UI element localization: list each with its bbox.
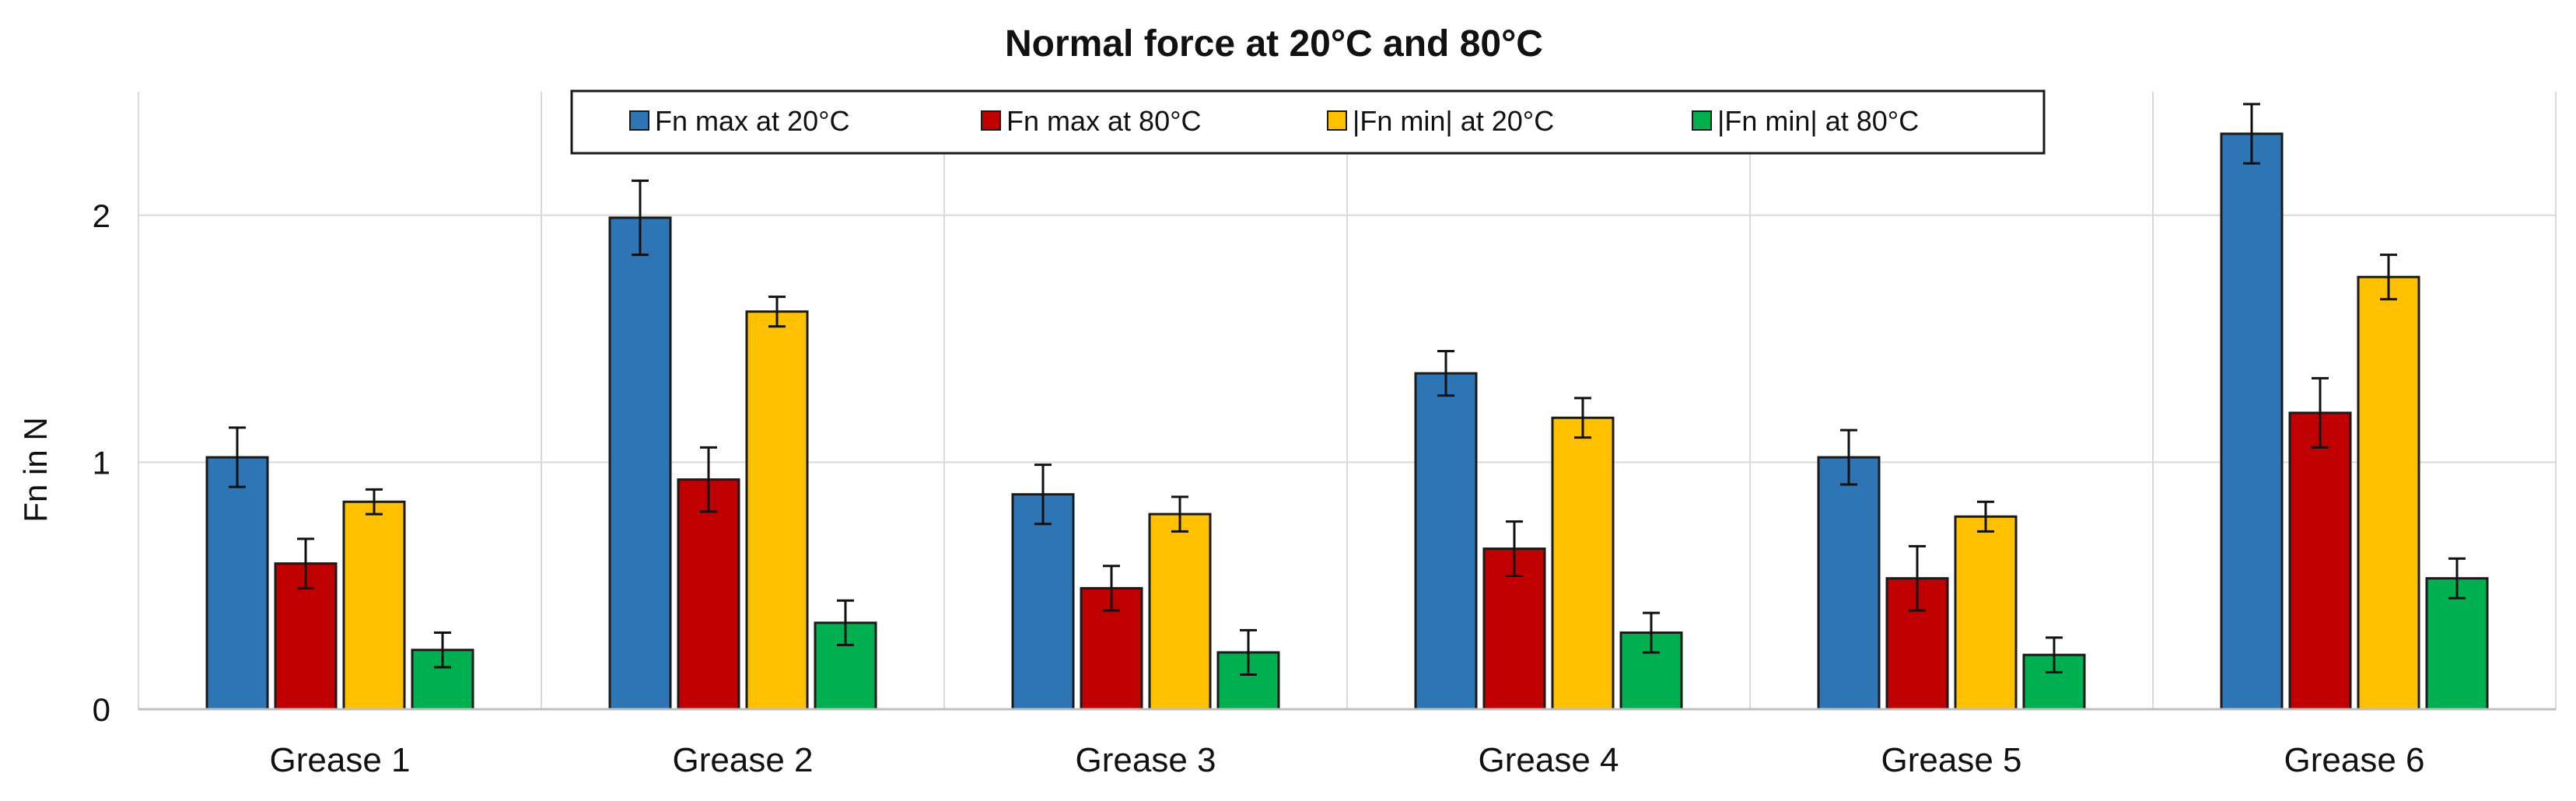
y-tick-label: 0	[93, 691, 110, 728]
legend-swatch	[981, 110, 1001, 131]
chart-title: Normal force at 20°C and 80°C	[1005, 23, 1543, 65]
y-tick-label: 1	[93, 444, 110, 481]
legend-box	[570, 89, 2046, 155]
bar	[2357, 275, 2420, 711]
legend-swatch	[1327, 110, 1347, 131]
bar	[745, 310, 809, 711]
x-category-label: Grease 3	[1076, 741, 1216, 779]
x-category-label: Grease 6	[2284, 741, 2425, 779]
bar	[2220, 132, 2284, 711]
bar	[1414, 372, 1478, 711]
bar	[1551, 416, 1615, 711]
legend-swatch	[629, 110, 649, 131]
bar	[608, 216, 672, 711]
legend-label: |Fn min| at 20°C	[1353, 105, 1554, 137]
bar	[1148, 512, 1212, 711]
y-axis-title: Fn in N	[17, 417, 54, 522]
error-bar-layer	[229, 103, 2466, 677]
bar	[1080, 586, 1143, 711]
x-category-label: Grease 2	[673, 741, 814, 779]
bar	[1817, 456, 1881, 711]
grid-layer	[138, 92, 2557, 710]
legend-swatch	[1692, 110, 1712, 131]
bar	[342, 500, 406, 711]
x-category-label: Grease 5	[1881, 741, 2022, 779]
legend-label: Fn max at 20°C	[655, 105, 850, 137]
bar	[205, 456, 269, 711]
bar	[677, 478, 740, 711]
x-category-label: Grease 4	[1479, 741, 1619, 779]
axis-layer: 0 1 2 Grease 1 Grease 2 Grease 3 Grease 4 Greas…	[93, 198, 2556, 779]
x-category-label: Grease 1	[270, 741, 411, 779]
legend: Fn max at 20°C Fn max at 80°C |Fn min| at …	[570, 89, 2046, 155]
legend-label: |Fn min| at 80°C	[1717, 105, 1919, 137]
bar	[2288, 411, 2352, 711]
y-tick-label: 2	[93, 198, 110, 234]
legend-label: Fn max at 80°C	[1006, 105, 1202, 137]
bar	[1011, 493, 1075, 711]
bar	[1954, 515, 2018, 711]
